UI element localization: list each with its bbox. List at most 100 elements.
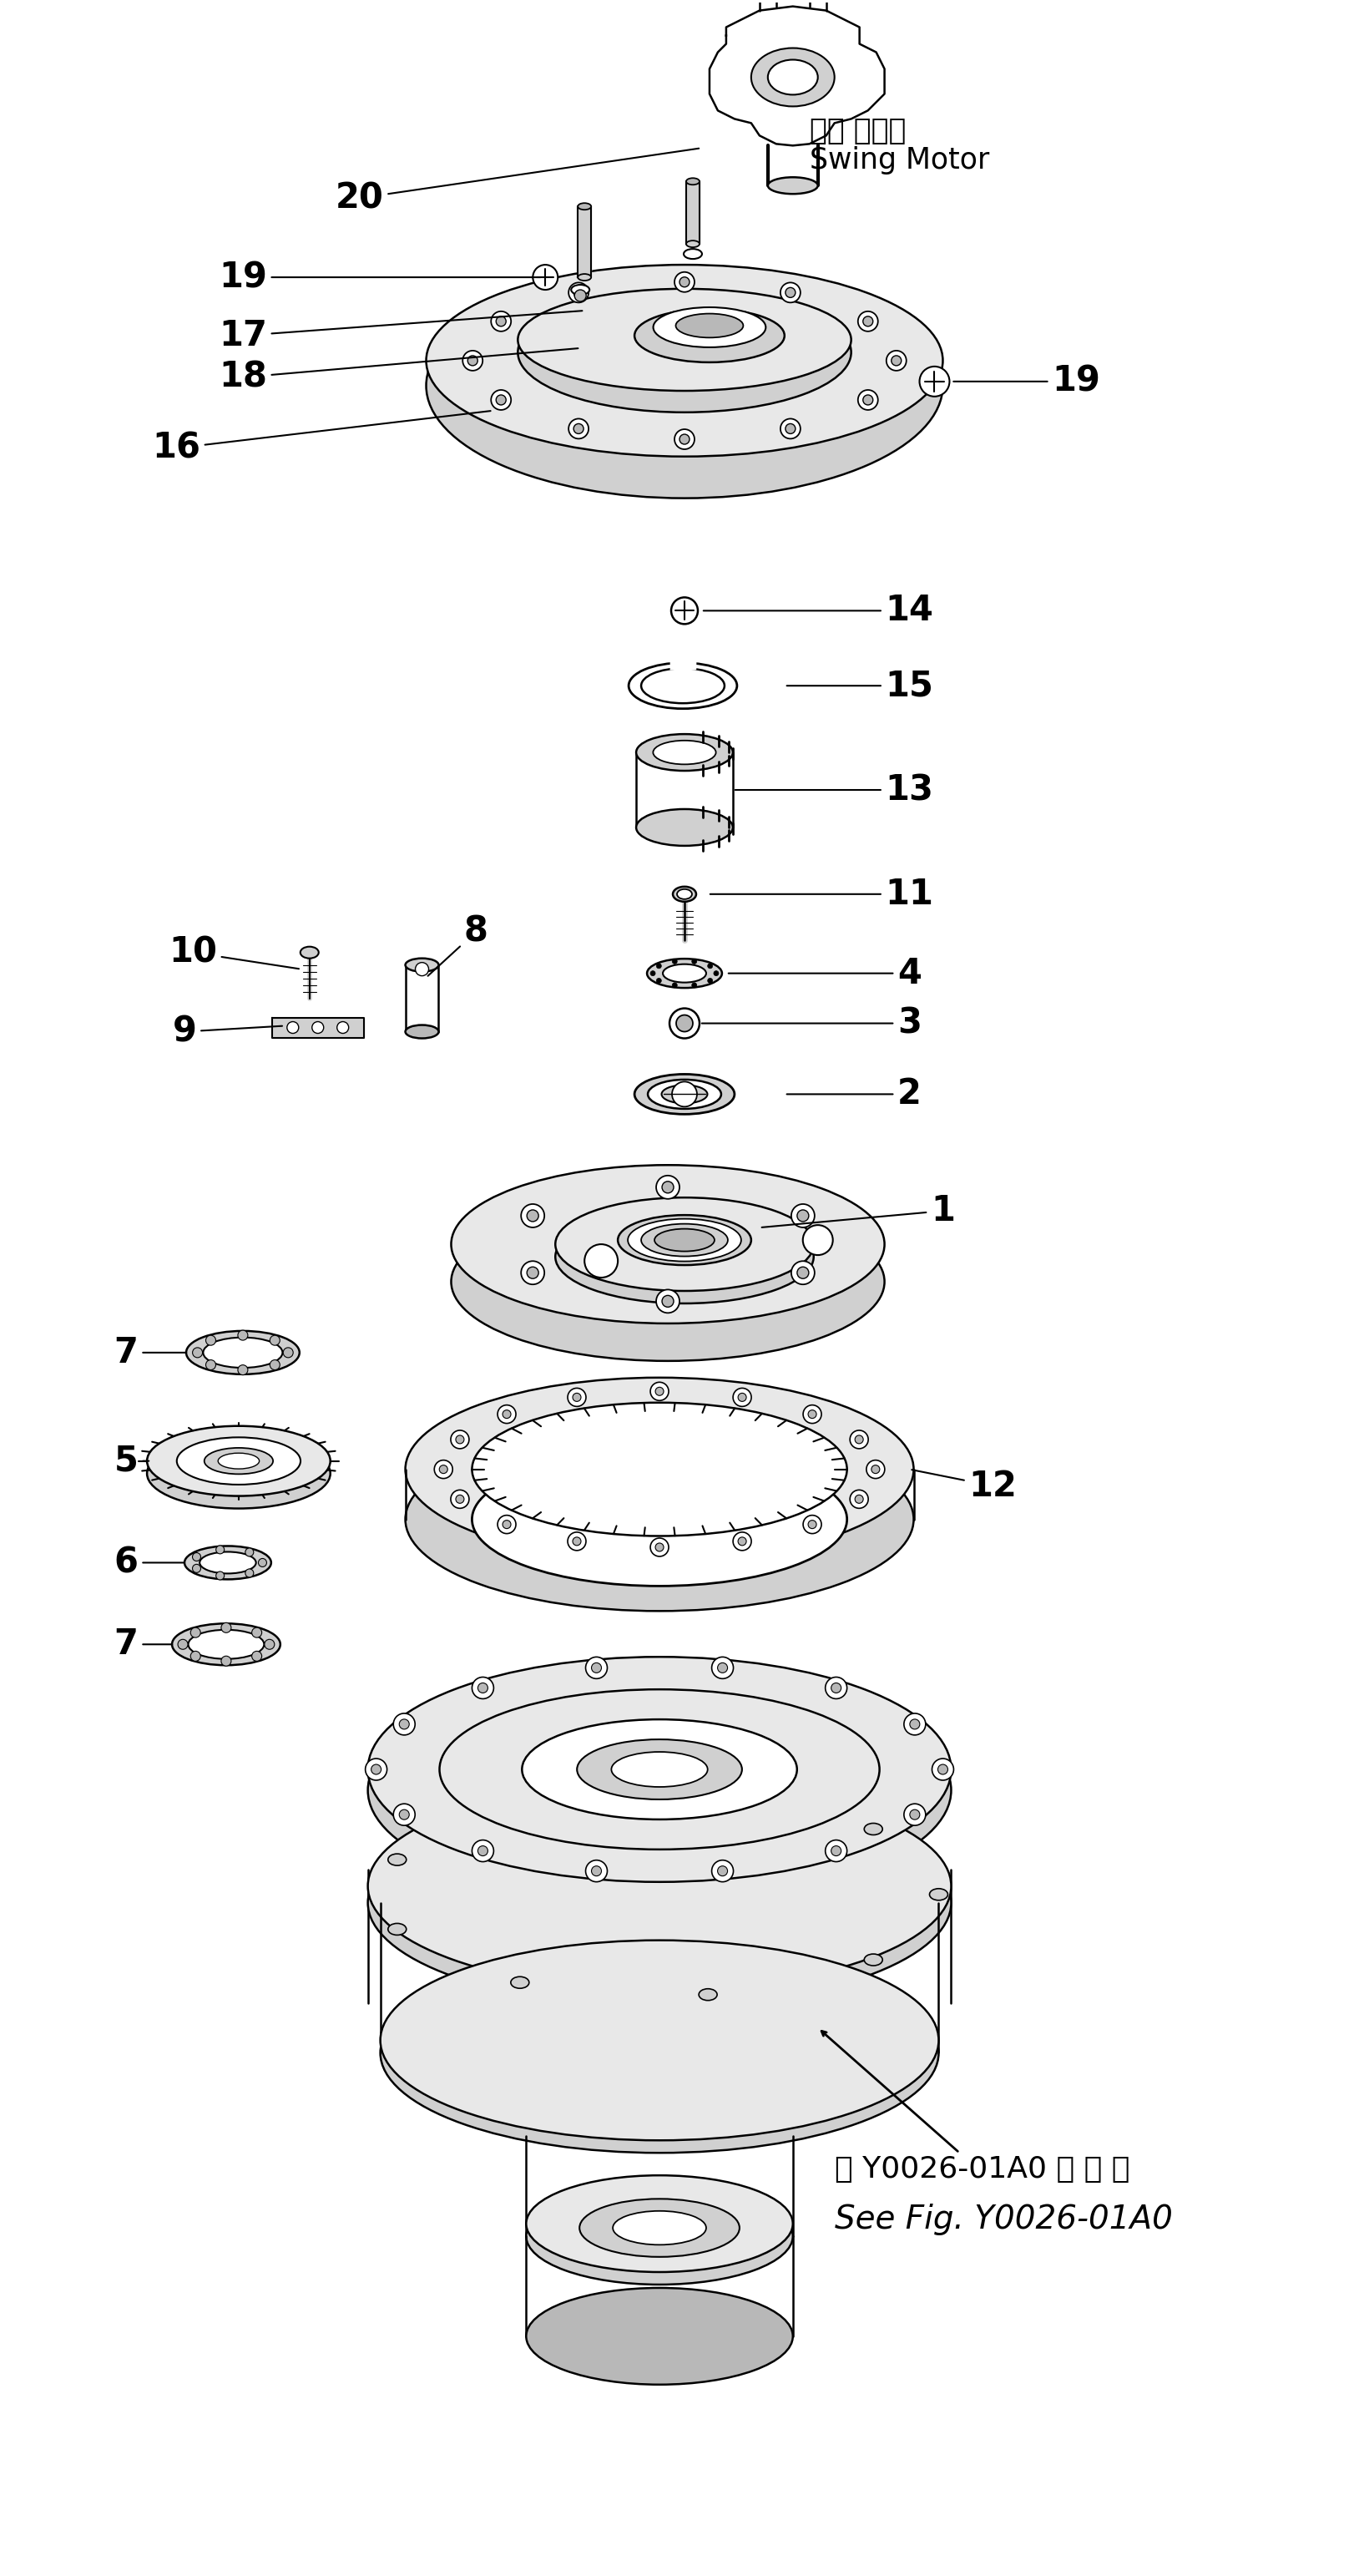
Circle shape xyxy=(692,958,697,963)
Text: 11: 11 xyxy=(711,876,934,912)
Circle shape xyxy=(786,422,795,433)
Circle shape xyxy=(502,1520,512,1528)
Circle shape xyxy=(780,420,801,438)
Circle shape xyxy=(573,1538,581,1546)
Circle shape xyxy=(191,1651,201,1662)
Circle shape xyxy=(585,1860,607,1883)
Circle shape xyxy=(708,979,712,984)
Circle shape xyxy=(574,289,587,301)
Circle shape xyxy=(472,1839,494,1862)
Ellipse shape xyxy=(177,1437,300,1484)
Circle shape xyxy=(567,1533,587,1551)
Circle shape xyxy=(366,1759,387,1780)
Ellipse shape xyxy=(205,1448,273,1473)
Text: Swing Motor: Swing Motor xyxy=(809,147,989,175)
Ellipse shape xyxy=(636,734,732,770)
Circle shape xyxy=(732,1533,752,1551)
Polygon shape xyxy=(686,180,700,245)
Circle shape xyxy=(450,1489,469,1510)
Circle shape xyxy=(910,1718,919,1728)
Ellipse shape xyxy=(698,1989,717,2002)
Ellipse shape xyxy=(653,739,716,765)
Ellipse shape xyxy=(518,289,851,392)
Ellipse shape xyxy=(527,2187,792,2285)
Ellipse shape xyxy=(199,1551,256,1574)
Text: 16: 16 xyxy=(151,412,491,466)
Circle shape xyxy=(717,1865,727,1875)
Ellipse shape xyxy=(634,309,784,363)
Ellipse shape xyxy=(518,291,851,412)
Polygon shape xyxy=(670,657,696,670)
Circle shape xyxy=(671,598,698,623)
Circle shape xyxy=(938,1765,948,1775)
Circle shape xyxy=(472,1677,494,1698)
Ellipse shape xyxy=(578,204,591,209)
Ellipse shape xyxy=(611,1752,708,1788)
Ellipse shape xyxy=(188,1631,265,1659)
Circle shape xyxy=(496,394,506,404)
Circle shape xyxy=(807,1409,817,1419)
Text: 4: 4 xyxy=(728,956,922,992)
Circle shape xyxy=(286,1023,299,1033)
Circle shape xyxy=(708,963,712,969)
Text: 10: 10 xyxy=(169,935,299,971)
Circle shape xyxy=(672,981,677,987)
Ellipse shape xyxy=(172,1623,281,1664)
Ellipse shape xyxy=(641,1224,728,1257)
Circle shape xyxy=(656,1291,679,1314)
Circle shape xyxy=(904,1803,926,1826)
Circle shape xyxy=(527,1211,539,1221)
Ellipse shape xyxy=(698,1788,717,1801)
Ellipse shape xyxy=(768,59,818,95)
Ellipse shape xyxy=(580,2200,739,2257)
Circle shape xyxy=(692,981,697,987)
Circle shape xyxy=(866,1461,885,1479)
Text: 15: 15 xyxy=(787,667,934,703)
Circle shape xyxy=(863,394,873,404)
Ellipse shape xyxy=(686,240,700,247)
Ellipse shape xyxy=(405,1427,914,1610)
Circle shape xyxy=(803,1404,821,1425)
Ellipse shape xyxy=(618,1216,752,1265)
Text: 5: 5 xyxy=(115,1443,149,1479)
Ellipse shape xyxy=(522,1718,797,1819)
Ellipse shape xyxy=(672,886,696,902)
Circle shape xyxy=(672,1082,697,1108)
Circle shape xyxy=(521,1262,544,1285)
Ellipse shape xyxy=(555,1211,814,1303)
Ellipse shape xyxy=(647,958,722,989)
Circle shape xyxy=(270,1360,280,1370)
Text: 第 Y0026-01A0 図 参 照: 第 Y0026-01A0 図 参 照 xyxy=(835,2156,1129,2184)
Circle shape xyxy=(585,1244,618,1278)
Circle shape xyxy=(491,312,512,332)
Circle shape xyxy=(797,1267,809,1278)
Circle shape xyxy=(655,1543,664,1551)
Text: 19: 19 xyxy=(953,363,1101,399)
Circle shape xyxy=(456,1435,464,1443)
Circle shape xyxy=(863,317,873,327)
Ellipse shape xyxy=(752,49,835,106)
Circle shape xyxy=(206,1360,216,1370)
Ellipse shape xyxy=(648,1079,722,1108)
Circle shape xyxy=(221,1623,231,1633)
Ellipse shape xyxy=(653,307,765,348)
Circle shape xyxy=(732,1388,752,1406)
Circle shape xyxy=(675,430,694,448)
Ellipse shape xyxy=(368,1798,951,2007)
Ellipse shape xyxy=(510,1801,529,1811)
Circle shape xyxy=(450,1430,469,1448)
Circle shape xyxy=(712,1656,734,1680)
Circle shape xyxy=(858,389,878,410)
Circle shape xyxy=(656,979,662,984)
Ellipse shape xyxy=(629,662,737,708)
Ellipse shape xyxy=(387,1855,406,1865)
Circle shape xyxy=(434,1461,453,1479)
Ellipse shape xyxy=(510,1976,529,1989)
Ellipse shape xyxy=(627,1218,741,1262)
Ellipse shape xyxy=(662,1084,708,1103)
Circle shape xyxy=(284,1347,293,1358)
Circle shape xyxy=(237,1365,248,1376)
Polygon shape xyxy=(709,5,884,147)
Ellipse shape xyxy=(381,1940,938,2141)
Ellipse shape xyxy=(368,1783,951,1991)
